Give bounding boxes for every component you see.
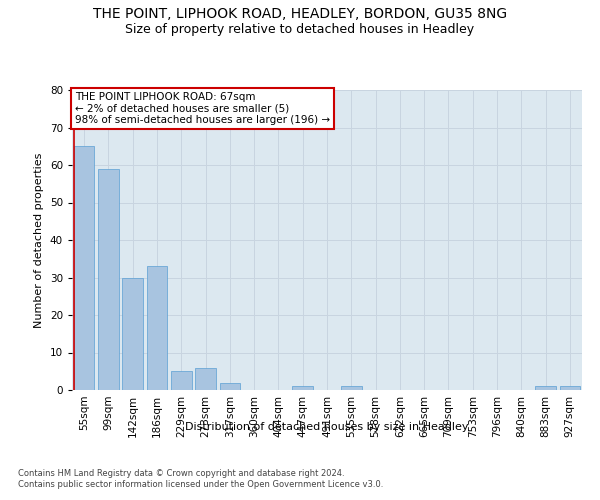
Y-axis label: Number of detached properties: Number of detached properties (34, 152, 44, 328)
Bar (560, 386, 580, 390)
Text: Size of property relative to detached houses in Headley: Size of property relative to detached ho… (125, 22, 475, 36)
Bar (74, 146, 94, 390)
Text: Contains HM Land Registry data © Crown copyright and database right 2024.: Contains HM Land Registry data © Crown c… (18, 468, 344, 477)
Bar (292, 386, 313, 390)
Bar (195, 368, 216, 390)
Bar (122, 278, 143, 390)
Text: THE POINT LIPHOOK ROAD: 67sqm
← 2% of detached houses are smaller (5)
98% of sem: THE POINT LIPHOOK ROAD: 67sqm ← 2% of de… (75, 92, 330, 125)
Text: THE POINT, LIPHOOK ROAD, HEADLEY, BORDON, GU35 8NG: THE POINT, LIPHOOK ROAD, HEADLEY, BORDON… (93, 8, 507, 22)
Text: Contains public sector information licensed under the Open Government Licence v3: Contains public sector information licen… (18, 480, 383, 489)
Bar (341, 386, 362, 390)
Bar (146, 266, 167, 390)
Bar (220, 382, 240, 390)
Bar (98, 169, 119, 390)
Bar (171, 371, 191, 390)
Bar (535, 386, 556, 390)
Text: Distribution of detached houses by size in Headley: Distribution of detached houses by size … (185, 422, 469, 432)
